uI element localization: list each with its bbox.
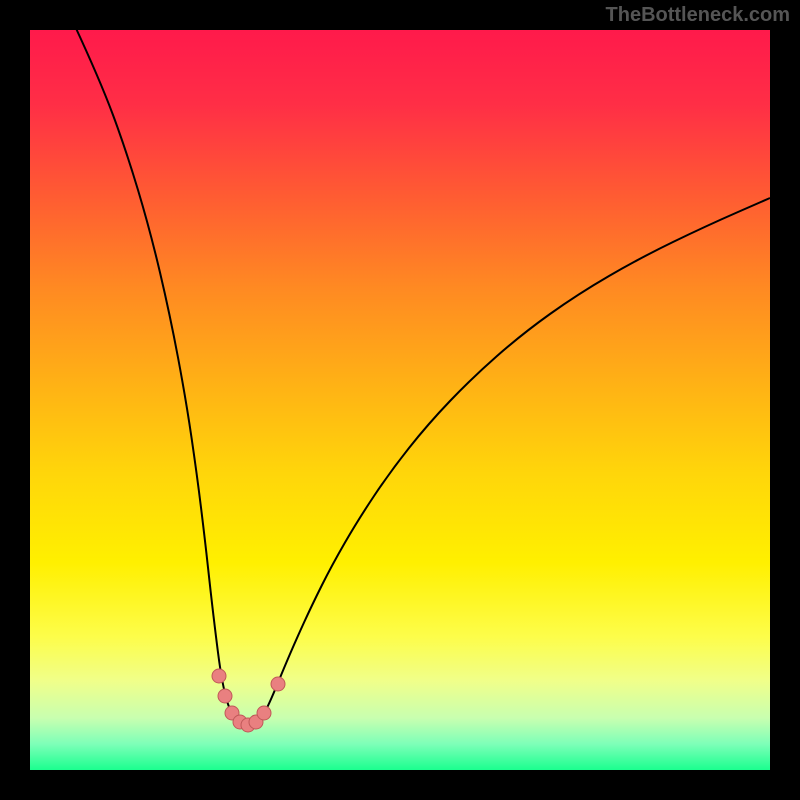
- marker-dot: [257, 706, 271, 720]
- plot-background: [30, 30, 770, 770]
- chart-svg: [0, 0, 800, 800]
- marker-dot: [271, 677, 285, 691]
- marker-dot: [218, 689, 232, 703]
- chart-container: TheBottleneck.com: [0, 0, 800, 800]
- marker-dot: [212, 669, 226, 683]
